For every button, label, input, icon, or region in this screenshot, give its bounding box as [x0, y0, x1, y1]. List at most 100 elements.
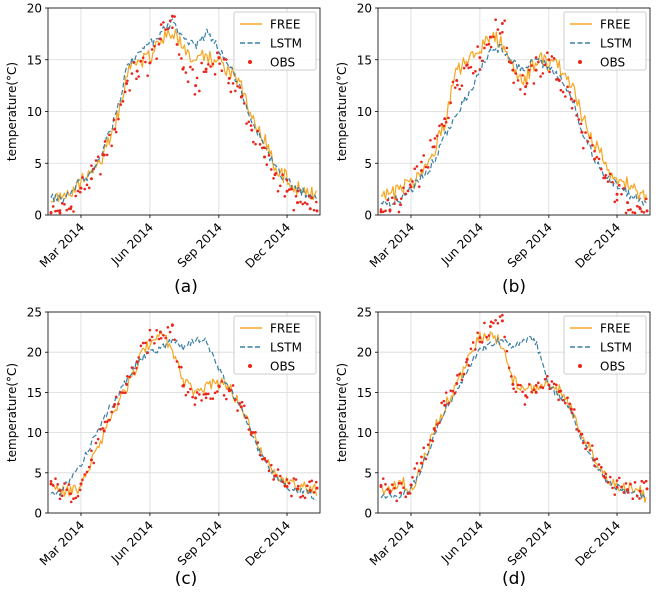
obs-point: [624, 482, 628, 485]
obs-point: [465, 360, 468, 364]
obs-point: [135, 77, 138, 81]
obs-point: [433, 137, 437, 140]
obs-point: [267, 154, 271, 157]
obs-point: [158, 37, 162, 41]
y-tick-label: 5: [364, 466, 372, 480]
obs-point: [507, 60, 511, 64]
obs-point: [570, 106, 574, 110]
obs-point: [501, 313, 504, 317]
obs-point: [184, 71, 188, 74]
obs-point: [476, 45, 479, 48]
obs-point: [471, 71, 475, 75]
obs-point: [198, 393, 201, 396]
obs-point: [456, 374, 459, 377]
obs-point: [541, 386, 545, 390]
obs-point: [222, 58, 226, 61]
obs-point: [285, 178, 289, 182]
obs-point: [195, 391, 199, 394]
obs-point: [117, 402, 120, 406]
obs-point: [250, 128, 254, 132]
obs-point: [308, 488, 312, 492]
obs-point: [139, 59, 143, 63]
obs-point: [532, 388, 536, 392]
obs-point: [449, 389, 452, 392]
obs-point: [296, 487, 300, 491]
obs-point: [256, 129, 260, 133]
legend-label: FREE: [270, 322, 300, 336]
obs-point: [539, 385, 542, 389]
obs-point: [640, 479, 644, 483]
obs-point: [252, 431, 255, 434]
obs-point: [49, 210, 53, 214]
obs-point: [189, 65, 192, 69]
obs-point: [99, 428, 102, 431]
y-tick-label: 0: [34, 507, 42, 521]
obs-point: [480, 341, 484, 344]
obs-point: [419, 168, 423, 172]
legend-label: OBS: [600, 360, 625, 374]
y-tick-label: 0: [364, 209, 372, 223]
obs-point: [514, 390, 518, 394]
obs-point: [63, 482, 66, 485]
obs-point: [261, 146, 264, 150]
legend-label: FREE: [600, 18, 630, 32]
obs-point: [68, 492, 72, 496]
obs-point: [462, 66, 466, 70]
obs-point: [158, 330, 162, 334]
obs-point: [218, 385, 221, 388]
obs-point: [162, 333, 165, 337]
obs-point: [443, 117, 447, 121]
obs-point: [534, 56, 538, 59]
obs-point: [635, 494, 639, 498]
obs-point: [483, 321, 486, 325]
legend-label: LSTM: [270, 37, 302, 51]
obs-point: [114, 395, 118, 399]
obs-point: [315, 486, 319, 490]
obs-point: [193, 403, 197, 406]
obs-point: [263, 457, 266, 461]
obs-point: [294, 478, 298, 481]
obs-point: [521, 74, 524, 77]
obs-point: [494, 318, 497, 322]
obs-point: [272, 478, 275, 481]
obs-point: [314, 480, 318, 484]
obs-point: [568, 402, 572, 406]
obs-point: [49, 479, 53, 483]
obs-point: [132, 60, 136, 64]
obs-point: [617, 476, 621, 480]
obs-point: [296, 189, 300, 193]
obs-point: [96, 437, 100, 441]
obs-point: [162, 21, 165, 24]
obs-point: [498, 315, 502, 318]
obs-point: [148, 338, 152, 342]
obs-point: [121, 391, 125, 394]
x-tick-label: Jun 2014: [438, 220, 486, 268]
legend-obs-marker: [578, 364, 582, 368]
obs-point: [496, 28, 500, 31]
obs-point: [419, 461, 423, 465]
obs-point: [249, 433, 253, 436]
obs-point: [281, 173, 284, 177]
obs-point: [557, 78, 560, 81]
obs-point: [180, 365, 183, 369]
lstm-series-line: [50, 336, 317, 502]
obs-point: [488, 324, 492, 328]
obs-point: [310, 196, 314, 200]
obs-point: [112, 118, 116, 122]
obs-point: [267, 469, 271, 473]
obs-point: [602, 176, 605, 180]
obs-point: [247, 428, 251, 431]
obs-point: [588, 136, 592, 140]
obs-point: [429, 438, 432, 442]
obs-point: [202, 393, 206, 396]
obs-point: [236, 409, 239, 412]
obs-point: [622, 491, 626, 494]
obs-point: [633, 481, 637, 484]
obs-point: [227, 76, 231, 80]
obs-point: [597, 463, 601, 466]
obs-point: [121, 100, 125, 103]
obs-point: [642, 481, 646, 484]
obs-point: [547, 383, 551, 387]
obs-point: [569, 407, 573, 411]
obs-point: [123, 90, 127, 94]
